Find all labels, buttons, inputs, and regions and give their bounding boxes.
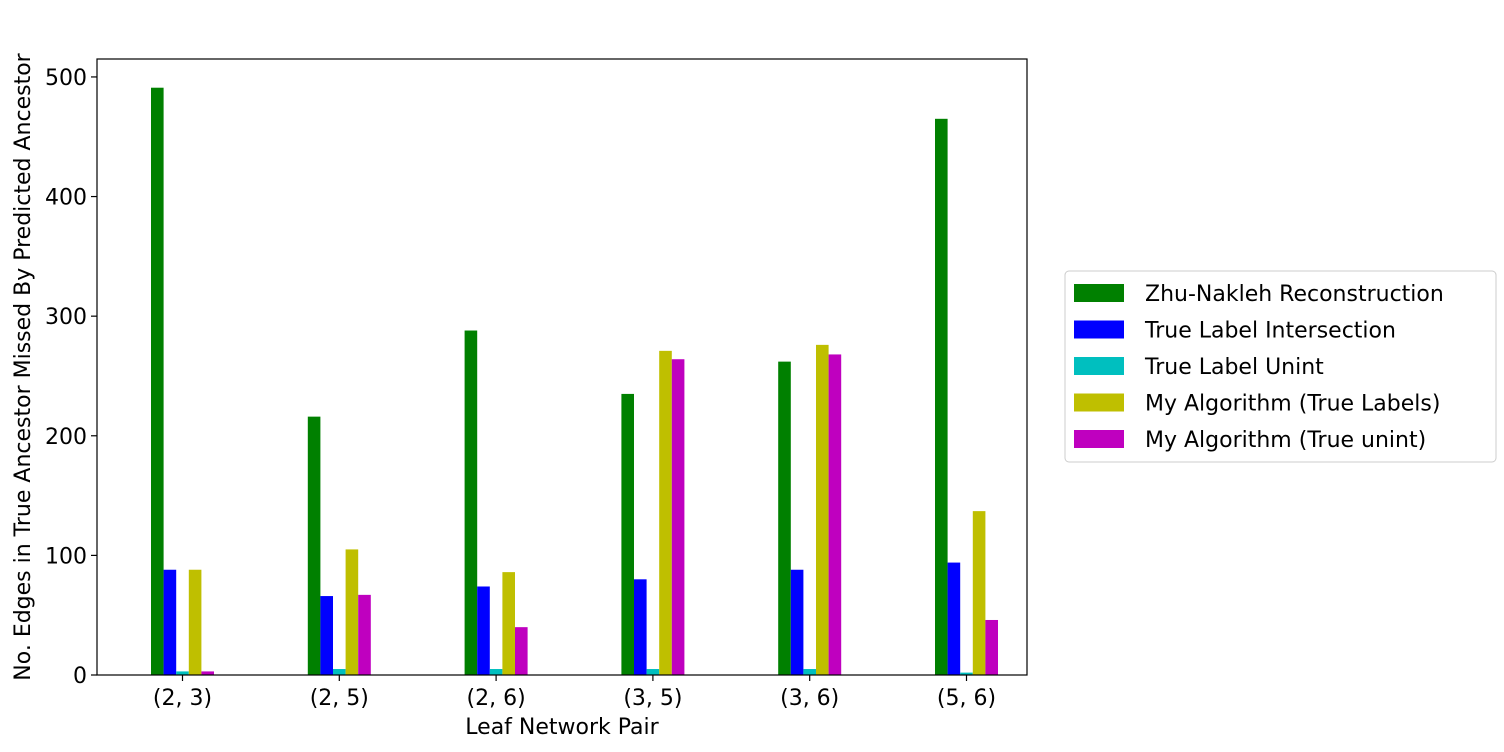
- x-axis-title: Leaf Network Pair: [465, 715, 659, 740]
- bar-my-algorithm-true-unint-2: [515, 627, 528, 675]
- bar-zhu-nakleh-reconstruction-2: [464, 330, 478, 675]
- x-tick-label: (3, 5): [623, 686, 682, 711]
- legend-frame: [1064, 270, 1497, 463]
- bar-zhu-nakleh-reconstruction-5: [935, 118, 948, 675]
- bar-my-algorithm-true-unint-5: [985, 619, 998, 675]
- bar-true-label-unint-2: [489, 669, 503, 675]
- bar-true-label-intersection-2: [477, 586, 490, 675]
- x-axis: (2, 3) (2, 5) (2, 6) (3, 5) (3, 6) (5, 6): [153, 675, 996, 711]
- bar-my-algorithm-true-unint-3: [671, 359, 685, 675]
- bar-true-label-unint-4: [803, 669, 816, 675]
- bar-true-label-unint-0: [176, 671, 189, 675]
- y-tick-label: 0: [73, 664, 87, 689]
- x-tick-label: (2, 3): [153, 686, 212, 711]
- y-tick-label: 100: [45, 544, 87, 569]
- bar-my-algorithm-true-unint-0: [201, 671, 214, 675]
- bar-zhu-nakleh-reconstruction-4: [778, 361, 791, 675]
- legend-label: My Algorithm (True unint): [1145, 428, 1426, 453]
- bar-my-algorithm-true-labels-0: [188, 569, 202, 675]
- bar-true-label-intersection-1: [320, 596, 333, 675]
- bar-true-label-intersection-0: [163, 569, 177, 675]
- legend-label: Zhu-Nakleh Reconstruction: [1145, 282, 1444, 307]
- bar-my-algorithm-true-unint-1: [358, 594, 371, 675]
- bar-zhu-nakleh-reconstruction-3: [621, 393, 634, 675]
- x-tick-label: (2, 6): [467, 686, 526, 711]
- bar-true-label-intersection-3: [634, 579, 647, 675]
- x-tick-label: (2, 5): [310, 686, 369, 711]
- bar-zhu-nakleh-reconstruction-0: [151, 87, 164, 675]
- legend-swatch: [1074, 357, 1124, 375]
- y-tick-label: 400: [45, 186, 87, 211]
- bar-my-algorithm-true-labels-5: [972, 511, 986, 675]
- legend-swatch: [1074, 430, 1124, 448]
- bar-my-algorithm-true-labels-3: [659, 350, 672, 675]
- bar-my-algorithm-true-labels-2: [502, 572, 515, 675]
- bar-true-label-intersection-5: [947, 562, 961, 675]
- bar-my-algorithm-true-labels-4: [816, 344, 829, 675]
- bar-true-label-unint-1: [333, 669, 346, 675]
- y-axis: 0 100 200 300 400 500: [45, 66, 97, 689]
- y-axis-title: No. Edges in True Ancestor Missed By Pre…: [11, 52, 36, 680]
- legend: Zhu-Nakleh Reconstruction True Label Inte…: [1064, 270, 1497, 463]
- legend-swatch: [1074, 320, 1124, 339]
- legend-label: True Label Intersection: [1144, 319, 1396, 344]
- legend-swatch: [1074, 284, 1124, 302]
- bar-my-algorithm-true-labels-1: [345, 549, 359, 675]
- bar-true-label-unint-3: [646, 669, 660, 675]
- legend-label: True Label Unint: [1144, 355, 1324, 380]
- bar-true-label-intersection-4: [790, 569, 804, 675]
- y-tick-label: 500: [45, 66, 87, 91]
- x-tick-label: (5, 6): [937, 686, 996, 711]
- plot-frame: [96, 58, 1028, 676]
- legend-label: My Algorithm (True Labels): [1145, 392, 1440, 417]
- y-tick-label: 300: [45, 305, 87, 330]
- bar-my-algorithm-true-unint-4: [828, 354, 842, 675]
- y-tick-label: 200: [45, 425, 87, 450]
- bar-true-label-unint-5: [960, 672, 973, 675]
- bars-layer: [151, 87, 998, 675]
- bar-zhu-nakleh-reconstruction-1: [307, 416, 321, 675]
- x-tick-label: (3, 6): [780, 686, 839, 711]
- legend-swatch: [1074, 393, 1124, 412]
